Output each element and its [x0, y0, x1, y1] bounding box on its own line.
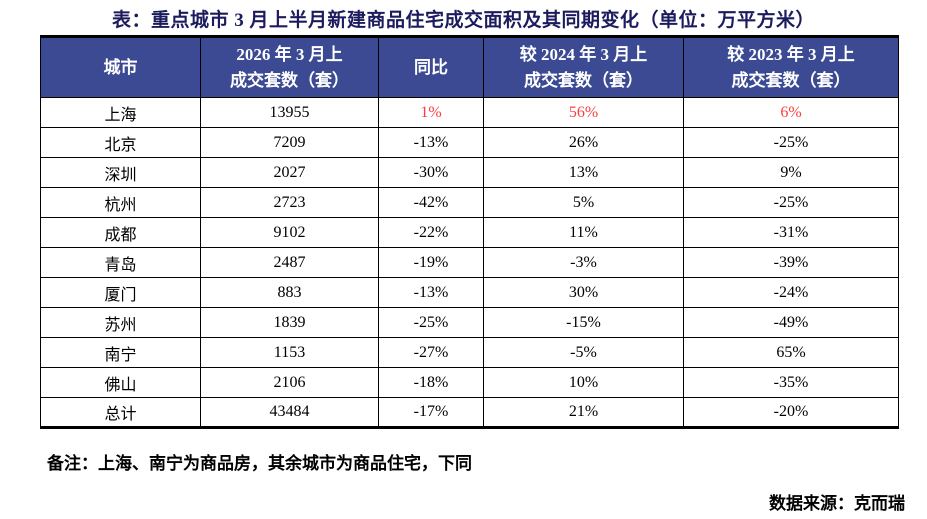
header-vs-2024: 较 2024 年 3 月上 成交套数（套） [483, 36, 684, 98]
header-vs-2023-line1: 较 2023 年 3 月上 [727, 44, 855, 64]
vs2023-cell: -25% [683, 187, 899, 218]
count-cell: 1839 [200, 307, 379, 338]
header-count-2026: 2026 年 3 月上 成交套数（套） [200, 36, 379, 98]
yoy-cell: -27% [378, 337, 484, 368]
city-cell: 北京 [40, 127, 201, 158]
vs2024-cell: 56% [483, 97, 684, 128]
count-cell: 883 [200, 277, 379, 308]
vs2024-cell: -3% [483, 247, 684, 278]
vs2023-cell: -20% [683, 397, 899, 428]
page-title: 表：重点城市 3 月上半月新建商品住宅成交面积及其同期变化（单位：万平方米） [111, 10, 815, 31]
count-cell: 2106 [200, 367, 379, 398]
count-cell: 7209 [200, 127, 379, 158]
table-row: 苏州 1839 -25% -15% -49% [40, 307, 899, 338]
vs2024-cell: 21% [483, 397, 684, 428]
yoy-cell: 1% [378, 97, 484, 128]
city-cell: 杭州 [40, 187, 201, 218]
city-cell: 苏州 [40, 307, 201, 338]
header-vs-2023-line2: 成交套数（套） [731, 70, 851, 90]
vs2024-cell: 10% [483, 367, 684, 398]
city-cell: 总计 [40, 397, 201, 428]
data-source: 数据来源：克而瑞 [769, 494, 905, 513]
table-row-total: 总计 43484 -17% 21% -20% [40, 397, 899, 428]
yoy-cell: -13% [378, 127, 484, 158]
yoy-cell: -18% [378, 367, 484, 398]
vs2023-cell: -35% [683, 367, 899, 398]
vs2024-cell: -5% [483, 337, 684, 368]
header-yoy-line1: 同比 [414, 57, 448, 77]
city-cell: 深圳 [40, 157, 201, 188]
count-cell: 2723 [200, 187, 379, 218]
header-city: 城市 [40, 36, 201, 98]
table-row: 青岛 2487 -19% -3% -39% [40, 247, 899, 278]
vs2023-cell: 9% [683, 157, 899, 188]
yoy-cell: -42% [378, 187, 484, 218]
vs2023-cell: -25% [683, 127, 899, 158]
table-row: 杭州 2723 -42% 5% -25% [40, 187, 899, 218]
yoy-cell: -19% [378, 247, 484, 278]
vs2024-cell: 13% [483, 157, 684, 188]
yoy-cell: -13% [378, 277, 484, 308]
vs2023-cell: -31% [683, 217, 899, 248]
header-city-line1: 城市 [103, 57, 138, 77]
vs2023-cell: -49% [683, 307, 899, 338]
housing-transactions-table: 城市 2026 年 3 月上 成交套数（套） 同比 较 2024 年 3 月上 … [40, 35, 899, 429]
header-vs-2024-line2: 成交套数（套） [524, 70, 643, 90]
table-row: 深圳 2027 -30% 13% 9% [40, 157, 899, 188]
city-cell: 南宁 [40, 337, 201, 368]
vs2024-cell: -15% [483, 307, 684, 338]
vs2024-cell: 5% [483, 187, 684, 218]
yoy-cell: -22% [378, 217, 484, 248]
count-cell: 9102 [200, 217, 379, 248]
city-cell: 佛山 [40, 367, 201, 398]
footnote: 备注：上海、南宁为商品房，其余城市为商品住宅，下同 [47, 454, 472, 473]
table-row: 北京 7209 -13% 26% -25% [40, 127, 899, 158]
header-count-2026-line2: 成交套数（套） [230, 70, 349, 90]
city-cell: 上海 [40, 97, 201, 128]
header-row: 城市 2026 年 3 月上 成交套数（套） 同比 较 2024 年 3 月上 … [40, 36, 899, 98]
table-row: 南宁 1153 -27% -5% 65% [40, 337, 899, 368]
city-cell: 厦门 [40, 277, 201, 308]
vs2023-cell: 6% [683, 97, 899, 128]
header-count-2026-line1: 2026 年 3 月上 [236, 44, 343, 64]
yoy-cell: -30% [378, 157, 484, 188]
header-vs-2024-line1: 较 2024 年 3 月上 [519, 44, 648, 64]
count-cell: 1153 [200, 337, 379, 368]
yoy-cell: -17% [378, 397, 484, 428]
count-cell: 43484 [200, 397, 379, 428]
city-cell: 青岛 [40, 247, 201, 278]
table-row: 厦门 883 -13% 30% -24% [40, 277, 899, 308]
header-vs-2023: 较 2023 年 3 月上 成交套数（套） [683, 36, 899, 98]
count-cell: 2027 [200, 157, 379, 188]
yoy-cell: -25% [378, 307, 484, 338]
header-yoy: 同比 [378, 36, 484, 98]
table-row: 上海 13955 1% 56% 6% [40, 97, 899, 128]
vs2024-cell: 11% [483, 217, 684, 248]
vs2023-cell: -39% [683, 247, 899, 278]
vs2023-cell: 65% [683, 337, 899, 368]
city-cell: 成都 [40, 217, 201, 248]
vs2024-cell: 30% [483, 277, 684, 308]
table-row: 佛山 2106 -18% 10% -35% [40, 367, 899, 398]
count-cell: 13955 [200, 97, 379, 128]
vs2024-cell: 26% [483, 127, 684, 158]
table-row: 成都 9102 -22% 11% -31% [40, 217, 899, 248]
vs2023-cell: -24% [683, 277, 899, 308]
table-header: 城市 2026 年 3 月上 成交套数（套） 同比 较 2024 年 3 月上 … [40, 36, 899, 98]
count-cell: 2487 [200, 247, 379, 278]
table-body: 上海 13955 1% 56% 6% 北京 7209 -13% 26% -25%… [40, 97, 899, 428]
